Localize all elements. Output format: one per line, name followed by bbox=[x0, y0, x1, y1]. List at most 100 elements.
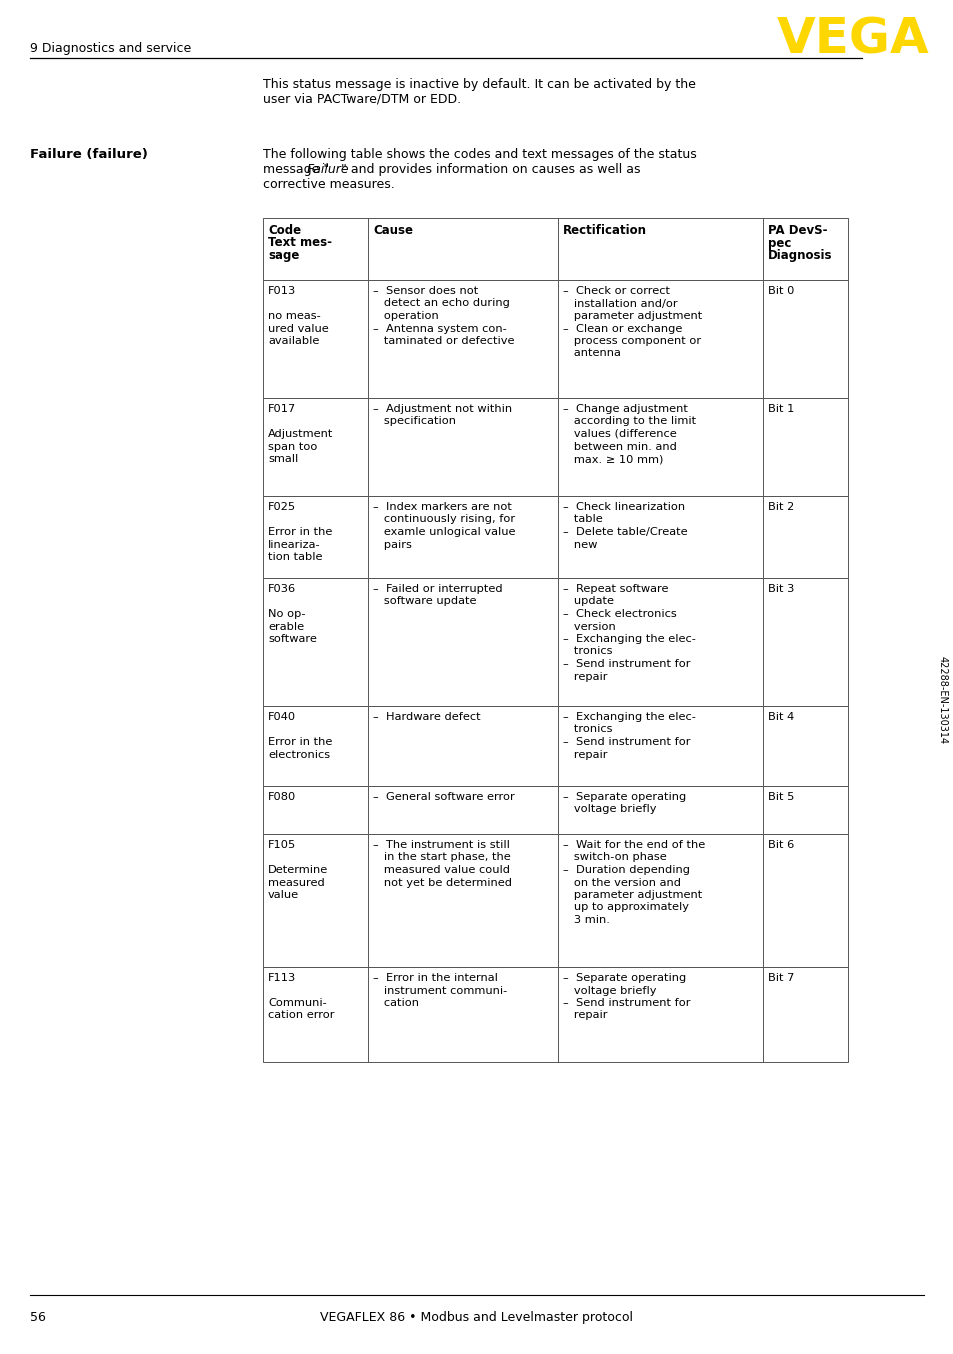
Text: measured value could: measured value could bbox=[373, 865, 510, 875]
Text: –  Exchanging the elec-: – Exchanging the elec- bbox=[562, 712, 695, 722]
Text: VEGAFLEX 86 • Modbus and Levelmaster protocol: VEGAFLEX 86 • Modbus and Levelmaster pro… bbox=[320, 1311, 633, 1324]
Bar bbox=[263, 578, 847, 705]
Text: –  Check linearization: – Check linearization bbox=[562, 502, 684, 512]
Text: Bit 6: Bit 6 bbox=[767, 839, 794, 850]
Text: sage: sage bbox=[268, 249, 299, 263]
Text: " and provides information on causes as well as: " and provides information on causes as … bbox=[340, 162, 639, 176]
Text: –  Antenna system con-: – Antenna system con- bbox=[373, 324, 506, 333]
Text: 9 Diagnostics and service: 9 Diagnostics and service bbox=[30, 42, 191, 56]
Text: repair: repair bbox=[562, 1010, 607, 1021]
Text: parameter adjustment: parameter adjustment bbox=[562, 311, 701, 321]
Text: process component or: process component or bbox=[562, 336, 700, 347]
Text: –  Separate operating: – Separate operating bbox=[562, 974, 685, 983]
Text: PA DevS-: PA DevS- bbox=[767, 223, 826, 237]
Text: on the version and: on the version and bbox=[562, 877, 680, 887]
Text: corrective measures.: corrective measures. bbox=[263, 177, 395, 191]
Text: Bit 7: Bit 7 bbox=[767, 974, 794, 983]
Text: values (difference: values (difference bbox=[562, 429, 676, 439]
Text: update: update bbox=[562, 597, 614, 607]
Text: –  Adjustment not within: – Adjustment not within bbox=[373, 403, 512, 414]
Text: –  Send instrument for: – Send instrument for bbox=[562, 737, 690, 747]
Text: cation error: cation error bbox=[268, 1010, 335, 1021]
Text: –  Duration depending: – Duration depending bbox=[562, 865, 689, 875]
Text: not yet be determined: not yet be determined bbox=[373, 877, 512, 887]
Text: according to the limit: according to the limit bbox=[562, 417, 696, 427]
Text: 3 min.: 3 min. bbox=[562, 915, 609, 925]
Text: erable: erable bbox=[268, 621, 304, 631]
Bar bbox=[263, 967, 847, 1062]
Text: tion table: tion table bbox=[268, 552, 322, 562]
Text: lineariza-: lineariza- bbox=[268, 539, 320, 550]
Text: –  Separate operating: – Separate operating bbox=[562, 792, 685, 802]
Text: repair: repair bbox=[562, 672, 607, 681]
Bar bbox=[263, 398, 847, 496]
Text: F080: F080 bbox=[268, 792, 296, 802]
Text: F040: F040 bbox=[268, 712, 295, 722]
Text: VEGA: VEGA bbox=[777, 15, 929, 64]
Text: –  Delete table/Create: – Delete table/Create bbox=[562, 527, 687, 538]
Text: switch-on phase: switch-on phase bbox=[562, 853, 666, 862]
Text: –  General software error: – General software error bbox=[373, 792, 515, 802]
Text: installation and/or: installation and/or bbox=[562, 298, 677, 309]
Text: up to approximately: up to approximately bbox=[562, 903, 688, 913]
Text: span too: span too bbox=[268, 441, 317, 451]
Text: Bit 3: Bit 3 bbox=[767, 584, 794, 594]
Text: –  Check or correct: – Check or correct bbox=[562, 286, 669, 297]
Text: Bit 4: Bit 4 bbox=[767, 712, 794, 722]
Bar bbox=[263, 218, 847, 280]
Text: Bit 1: Bit 1 bbox=[767, 403, 794, 414]
Text: The following table shows the codes and text messages of the status: The following table shows the codes and … bbox=[263, 148, 696, 161]
Text: software: software bbox=[268, 634, 316, 645]
Bar bbox=[263, 705, 847, 787]
Text: Adjustment: Adjustment bbox=[268, 429, 333, 439]
Text: –  Error in the internal: – Error in the internal bbox=[373, 974, 497, 983]
Text: –  Sensor does not: – Sensor does not bbox=[373, 286, 477, 297]
Text: specification: specification bbox=[373, 417, 456, 427]
Text: Failure: Failure bbox=[306, 162, 349, 176]
Text: max. ≥ 10 mm): max. ≥ 10 mm) bbox=[562, 454, 662, 464]
Text: This status message is inactive by default. It can be activated by the: This status message is inactive by defau… bbox=[263, 79, 695, 91]
Bar bbox=[263, 496, 847, 578]
Text: –  Failed or interrupted: – Failed or interrupted bbox=[373, 584, 502, 594]
Text: No op-: No op- bbox=[268, 609, 305, 619]
Text: Bit 0: Bit 0 bbox=[767, 286, 794, 297]
Text: cation: cation bbox=[373, 998, 418, 1007]
Text: tronics: tronics bbox=[562, 724, 612, 734]
Text: –  Index markers are not: – Index markers are not bbox=[373, 502, 512, 512]
Text: –  The instrument is still: – The instrument is still bbox=[373, 839, 509, 850]
Text: pairs: pairs bbox=[373, 539, 412, 550]
Text: examle unlogical value: examle unlogical value bbox=[373, 527, 515, 538]
Text: available: available bbox=[268, 336, 319, 347]
Text: –  Repeat software: – Repeat software bbox=[562, 584, 668, 594]
Text: F036: F036 bbox=[268, 584, 295, 594]
Bar bbox=[263, 787, 847, 834]
Text: table: table bbox=[562, 515, 602, 524]
Text: repair: repair bbox=[562, 750, 607, 760]
Text: –  Send instrument for: – Send instrument for bbox=[562, 659, 690, 669]
Text: –  Clean or exchange: – Clean or exchange bbox=[562, 324, 681, 333]
Text: instrument communi-: instrument communi- bbox=[373, 986, 507, 995]
Text: version: version bbox=[562, 621, 615, 631]
Text: continuously rising, for: continuously rising, for bbox=[373, 515, 515, 524]
Text: 42288-EN-130314: 42288-EN-130314 bbox=[937, 655, 947, 745]
Text: F013: F013 bbox=[268, 286, 296, 297]
Text: parameter adjustment: parameter adjustment bbox=[562, 890, 701, 900]
Text: message ": message " bbox=[263, 162, 329, 176]
Text: –  Exchanging the elec-: – Exchanging the elec- bbox=[562, 634, 695, 645]
Text: Bit 5: Bit 5 bbox=[767, 792, 794, 802]
Text: in the start phase, the: in the start phase, the bbox=[373, 853, 510, 862]
Text: Cause: Cause bbox=[373, 223, 413, 237]
Text: new: new bbox=[562, 539, 597, 550]
Text: voltage briefly: voltage briefly bbox=[562, 804, 656, 815]
Text: electronics: electronics bbox=[268, 750, 330, 760]
Text: pec: pec bbox=[767, 237, 791, 249]
Text: measured: measured bbox=[268, 877, 324, 887]
Text: antenna: antenna bbox=[562, 348, 620, 359]
Text: Bit 2: Bit 2 bbox=[767, 502, 794, 512]
Text: Determine: Determine bbox=[268, 865, 328, 875]
Text: F113: F113 bbox=[268, 974, 296, 983]
Text: 56: 56 bbox=[30, 1311, 46, 1324]
Bar bbox=[263, 280, 847, 398]
Text: Error in the: Error in the bbox=[268, 737, 332, 747]
Text: –  Check electronics: – Check electronics bbox=[562, 609, 676, 619]
